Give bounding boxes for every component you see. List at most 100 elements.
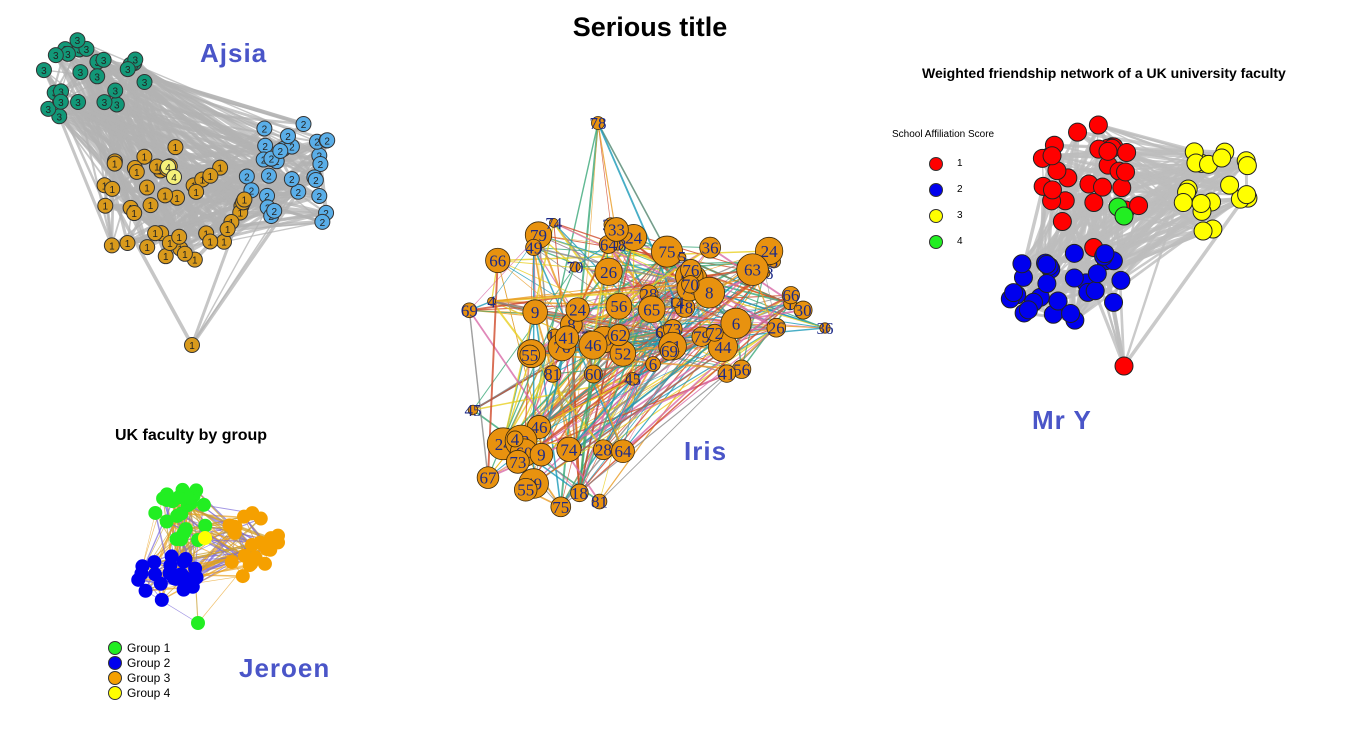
node-label: 1 bbox=[176, 233, 182, 244]
network-node bbox=[1037, 255, 1057, 275]
network-edge bbox=[617, 244, 619, 336]
network-node bbox=[202, 233, 219, 250]
network-node bbox=[1085, 281, 1105, 301]
network-node bbox=[485, 247, 511, 274]
network-node bbox=[717, 364, 736, 383]
node-label: 18 bbox=[571, 484, 588, 503]
network-edge bbox=[472, 266, 576, 411]
node-label: 30 bbox=[795, 301, 812, 320]
node-label: 1 bbox=[217, 164, 223, 175]
network-edge bbox=[491, 283, 691, 303]
network-node bbox=[604, 217, 629, 242]
node-label: 70 bbox=[567, 258, 584, 277]
jeroen-legend-item: Group 1 bbox=[108, 639, 170, 657]
network-edge bbox=[497, 260, 540, 428]
network-node bbox=[311, 187, 328, 204]
network-edge bbox=[603, 303, 791, 341]
node-label: 44 bbox=[714, 338, 732, 357]
author-label-ajsia: Ajsia bbox=[200, 38, 268, 68]
node-label: 9 bbox=[537, 446, 546, 465]
network-node bbox=[119, 61, 136, 78]
node-label: 1 bbox=[148, 201, 154, 212]
network-node bbox=[1042, 180, 1062, 200]
mry-legend-item: 1 bbox=[929, 155, 963, 173]
node-label: 1 bbox=[134, 168, 140, 179]
network-node bbox=[1098, 141, 1118, 161]
network-node bbox=[1037, 274, 1057, 294]
node-label: 76 bbox=[682, 261, 699, 280]
network-node bbox=[157, 187, 174, 204]
node-label: 60 bbox=[585, 365, 602, 384]
legend-swatch bbox=[929, 234, 943, 249]
network-edge bbox=[195, 489, 230, 526]
network-edge bbox=[597, 122, 668, 252]
network-node bbox=[171, 490, 186, 505]
network-node bbox=[171, 228, 188, 245]
network-node bbox=[47, 47, 64, 64]
node-label: 1 bbox=[174, 194, 180, 205]
node-label: 24 bbox=[569, 301, 587, 320]
node-label: 2 bbox=[289, 175, 295, 186]
network-node bbox=[136, 74, 153, 91]
network-edge bbox=[520, 336, 556, 442]
network-node bbox=[96, 94, 113, 111]
node-label: 55 bbox=[517, 481, 534, 500]
network-node bbox=[103, 237, 120, 254]
node-label: 2 bbox=[320, 218, 326, 229]
network-node bbox=[1095, 244, 1115, 264]
node-label: 62 bbox=[610, 326, 627, 345]
network-node bbox=[1193, 221, 1213, 241]
network-node bbox=[565, 297, 590, 322]
network-node bbox=[164, 549, 179, 564]
node-label: 69 bbox=[661, 342, 678, 361]
node-label: 1 bbox=[109, 241, 115, 252]
network-edge bbox=[597, 122, 612, 225]
node-label: 4 bbox=[511, 430, 520, 449]
network-node bbox=[1237, 185, 1257, 205]
node-label: 72 bbox=[706, 324, 723, 343]
network-edge bbox=[468, 309, 601, 503]
network-edge bbox=[194, 532, 236, 570]
network-node bbox=[637, 295, 666, 324]
node-label: 5 bbox=[678, 248, 687, 267]
node-label: 1 bbox=[192, 256, 198, 267]
jeroen-legend-item: Group 4 bbox=[108, 684, 170, 702]
network-node bbox=[1129, 196, 1149, 216]
network-node bbox=[625, 372, 640, 386]
node-label: 55 bbox=[521, 346, 538, 365]
network-node bbox=[1220, 175, 1240, 195]
jeroen-network bbox=[131, 482, 286, 630]
network-node bbox=[70, 94, 87, 111]
author-label-jeroen: Jeroen bbox=[239, 653, 331, 683]
network-node bbox=[736, 253, 769, 286]
author-label-iris: Iris bbox=[684, 436, 728, 466]
legend-swatch bbox=[929, 208, 943, 223]
network-edge bbox=[578, 302, 791, 494]
node-label: 1 bbox=[193, 188, 199, 199]
network-node bbox=[266, 202, 283, 219]
network-node bbox=[104, 180, 121, 197]
network-node bbox=[148, 567, 163, 582]
node-label: 66 bbox=[782, 286, 799, 305]
node-label: 3 bbox=[41, 66, 47, 77]
network-node bbox=[554, 325, 580, 350]
node-label: 1 bbox=[109, 185, 115, 196]
network-node bbox=[1191, 193, 1211, 213]
network-node bbox=[1087, 264, 1107, 284]
network-node bbox=[1088, 115, 1108, 135]
node-label: 1 bbox=[152, 229, 158, 240]
author-label-mry: Mr Y bbox=[1032, 405, 1092, 435]
network-node bbox=[819, 322, 831, 334]
legend-label: Group 4 bbox=[127, 685, 171, 700]
node-label: 41 bbox=[558, 329, 575, 348]
network-node bbox=[35, 62, 52, 79]
network-node bbox=[1212, 148, 1232, 168]
node-label: 45 bbox=[624, 370, 641, 389]
node-label: 1 bbox=[162, 191, 168, 202]
legend-swatch bbox=[108, 640, 122, 655]
node-label: 1 bbox=[112, 160, 118, 171]
network-node bbox=[138, 179, 155, 196]
node-label: 2 bbox=[262, 124, 268, 135]
network-node bbox=[467, 404, 479, 416]
